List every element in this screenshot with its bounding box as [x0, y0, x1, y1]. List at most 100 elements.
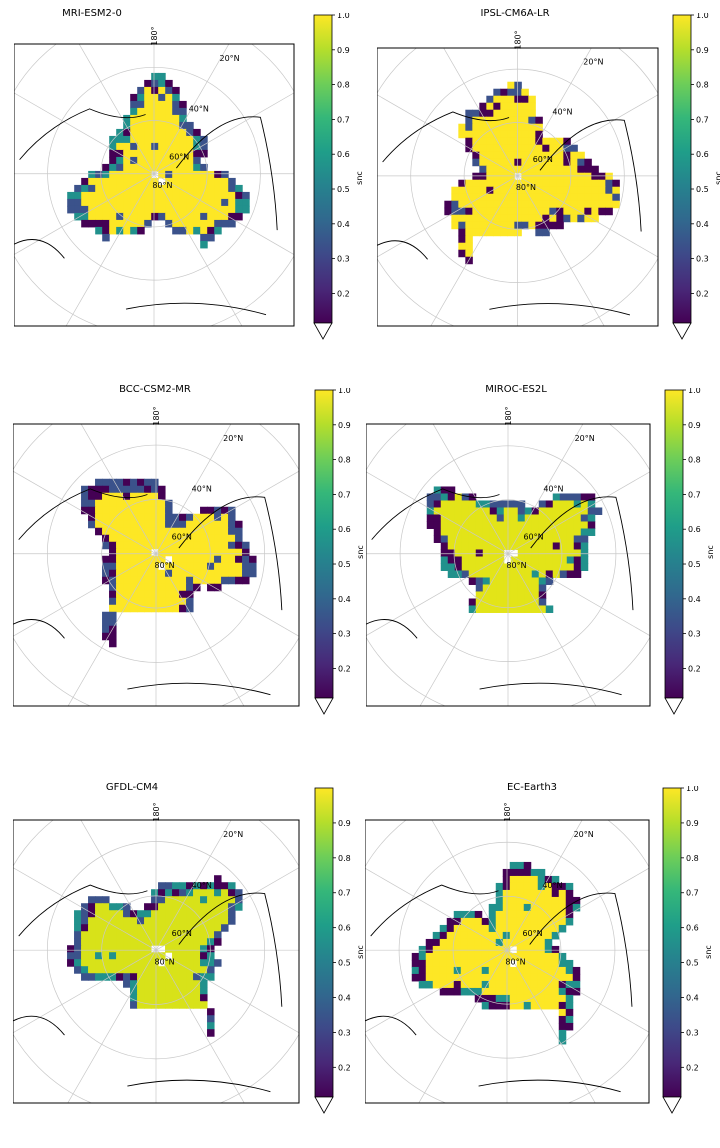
- snow-cell: [172, 896, 180, 904]
- snow-cell: [468, 598, 477, 606]
- snow-cell: [172, 205, 180, 214]
- snow-cell: [502, 959, 511, 968]
- snow-cell: [535, 116, 543, 125]
- snow-cell: [411, 952, 420, 961]
- snow-cell: [228, 555, 236, 564]
- snow-cell: [558, 924, 567, 933]
- snow-cell: [158, 163, 166, 172]
- snow-cell: [200, 562, 208, 571]
- snow-cell: [186, 597, 194, 606]
- snow-cell: [214, 191, 222, 200]
- snow-cell: [530, 875, 539, 884]
- snow-cell: [570, 158, 578, 167]
- snow-cell: [102, 611, 110, 620]
- panel-title: BCC-CSM2-MR: [119, 384, 191, 395]
- snow-cell: [460, 980, 469, 989]
- snow-cell: [577, 214, 585, 223]
- snow-cell: [465, 116, 473, 125]
- snow-cell: [453, 945, 462, 954]
- snow-cell: [200, 184, 208, 193]
- snow-cell: [523, 938, 532, 947]
- snow-cell: [558, 917, 567, 926]
- snow-cell: [542, 193, 550, 202]
- snow-cell: [488, 945, 497, 954]
- snow-cell: [123, 170, 131, 179]
- snow-cell: [538, 570, 547, 578]
- snow-cell: [221, 569, 229, 578]
- snow-cell: [186, 170, 194, 179]
- snow-cell: [88, 219, 96, 228]
- snow-cell: [165, 541, 173, 550]
- meridian-gridline: [365, 949, 508, 1033]
- snow-cell: [137, 163, 145, 172]
- snow-cell: [474, 910, 483, 919]
- snow-cell: [95, 226, 103, 235]
- snow-cell: [179, 107, 187, 116]
- snow-cell: [151, 597, 159, 606]
- snow-cell: [426, 521, 435, 529]
- snow-cell: [144, 212, 152, 221]
- snow-cell: [425, 952, 434, 961]
- snow-cell: [598, 193, 606, 202]
- snow-cell: [200, 945, 208, 953]
- snow-cell: [144, 910, 152, 918]
- snow-cell: [102, 562, 110, 571]
- snow-cell: [95, 924, 103, 932]
- snow-cell: [551, 1001, 560, 1010]
- snow-cell: [109, 485, 117, 494]
- snow-cell: [207, 534, 215, 543]
- snow-cell: [179, 212, 187, 221]
- snow-cell: [465, 193, 473, 202]
- snow-cell: [123, 569, 131, 578]
- snow-cell: [95, 478, 103, 487]
- snow-cell: [102, 205, 110, 214]
- snow-cell: [468, 507, 477, 515]
- snow-cell: [475, 598, 484, 606]
- snow-cell: [116, 931, 124, 939]
- snow-cell: [165, 156, 173, 165]
- snow-cell: [544, 931, 553, 940]
- snow-cell: [151, 72, 159, 81]
- colorbar-tick-label: 0.4: [338, 993, 351, 1002]
- colorbar-tick-label: 1.0: [696, 13, 709, 20]
- snow-cell: [474, 980, 483, 989]
- snow-cell: [433, 514, 442, 522]
- snow-cell: [458, 207, 466, 216]
- snow-cell: [179, 1001, 187, 1009]
- snow-cell: [587, 521, 596, 529]
- snow-cell: [109, 625, 117, 634]
- snow-cell: [95, 527, 103, 536]
- snow-cell: [193, 149, 201, 158]
- snow-cell: [563, 179, 571, 188]
- coastline: [365, 884, 633, 1093]
- snow-cell: [495, 931, 504, 940]
- snow-cell: [510, 528, 519, 536]
- snow-cell: [186, 135, 194, 144]
- snow-cell: [510, 500, 519, 508]
- colorbar-tick-label: 0.9: [338, 819, 351, 828]
- snow-cell: [158, 994, 166, 1002]
- snow-cell: [179, 576, 187, 585]
- snow-cell: [500, 123, 508, 132]
- snow-cell: [130, 527, 138, 536]
- snow-cell: [563, 165, 571, 174]
- snow-cell: [102, 478, 110, 487]
- snow-cell: [577, 200, 585, 209]
- snow-cell: [465, 123, 473, 132]
- snow-cell: [426, 514, 435, 522]
- snow-cell: [482, 514, 491, 522]
- snow-cell: [81, 191, 89, 200]
- snow-cell: [102, 541, 110, 550]
- snow-cell: [235, 896, 243, 904]
- snow-cell: [207, 555, 215, 564]
- snow-cell: [528, 137, 536, 146]
- snow-cell: [116, 966, 124, 974]
- snow-cell: [489, 535, 498, 543]
- snow-cell: [514, 214, 522, 223]
- snow-cell: [74, 931, 82, 939]
- snow-cell: [538, 514, 547, 522]
- snow-cell: [570, 207, 578, 216]
- snow-cell: [144, 994, 152, 1002]
- snow-cell: [172, 882, 180, 890]
- snow-cell: [577, 179, 585, 188]
